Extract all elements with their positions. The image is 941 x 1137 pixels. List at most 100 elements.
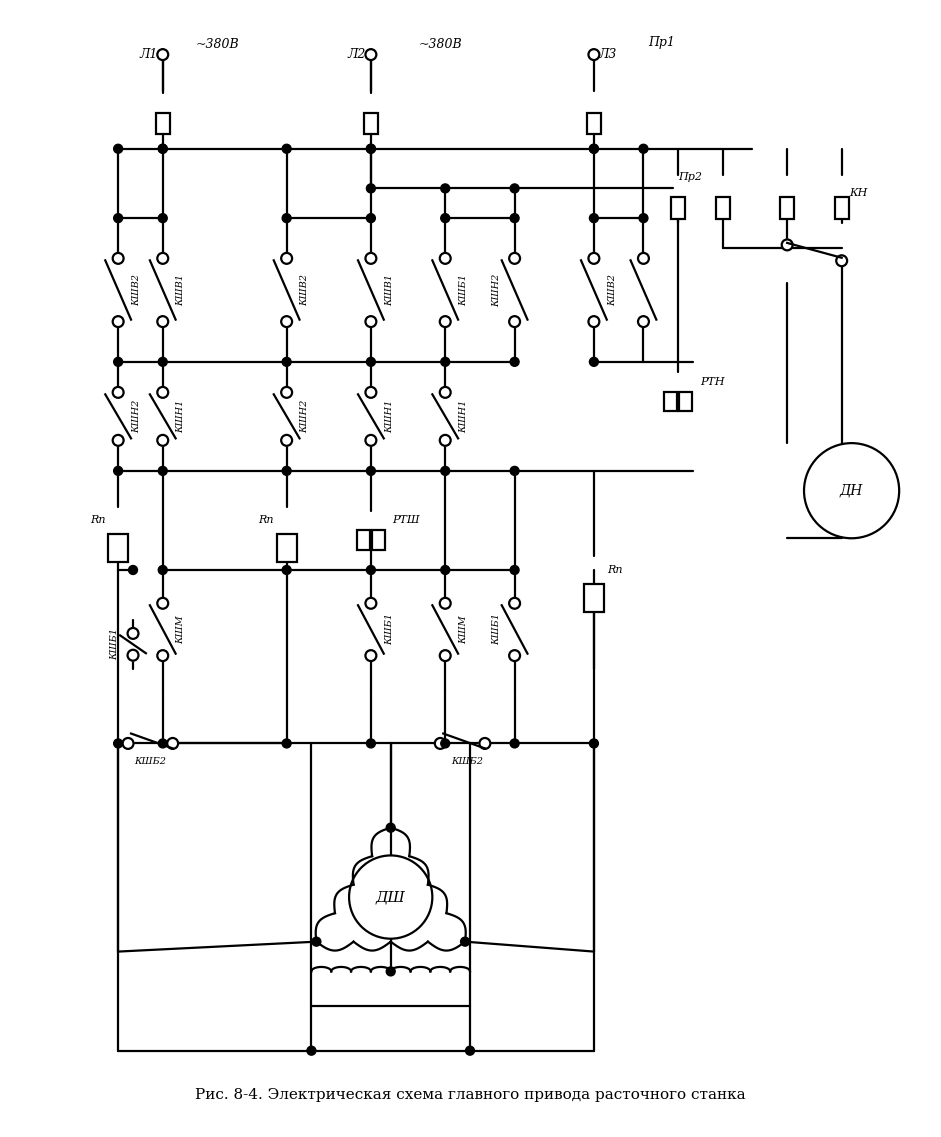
Text: Пр2: Пр2 <box>678 172 702 182</box>
Circle shape <box>114 739 122 748</box>
Circle shape <box>158 565 167 574</box>
Circle shape <box>439 598 451 608</box>
Circle shape <box>386 823 395 832</box>
Text: Л3: Л3 <box>598 48 617 61</box>
Circle shape <box>510 214 519 223</box>
Text: Рис. 8-4. Электрическая схема главного привода расточного станка: Рис. 8-4. Электрическая схема главного п… <box>195 1088 745 1102</box>
Circle shape <box>365 598 376 608</box>
Circle shape <box>435 738 446 749</box>
Text: КШВ1: КШВ1 <box>385 274 393 306</box>
Text: КШН2: КШН2 <box>300 400 310 433</box>
Text: КШБ1: КШБ1 <box>459 274 468 306</box>
Circle shape <box>282 565 291 574</box>
Circle shape <box>281 316 292 327</box>
Circle shape <box>509 252 520 264</box>
Circle shape <box>158 466 167 475</box>
Text: ДН: ДН <box>840 483 863 498</box>
Text: Пр1: Пр1 <box>648 36 676 49</box>
Text: КШБ1: КШБ1 <box>492 614 501 646</box>
Text: КШН2: КШН2 <box>492 273 501 307</box>
Text: КШБ1: КШБ1 <box>385 614 393 646</box>
Circle shape <box>365 252 376 264</box>
Circle shape <box>510 565 519 574</box>
Text: КШВ2: КШВ2 <box>300 274 310 306</box>
Circle shape <box>157 316 168 327</box>
Text: ~380В: ~380В <box>196 39 239 51</box>
Circle shape <box>282 466 291 475</box>
Circle shape <box>281 252 292 264</box>
Circle shape <box>782 240 792 250</box>
Circle shape <box>158 739 167 748</box>
Circle shape <box>365 387 376 398</box>
Circle shape <box>114 357 122 366</box>
Text: КШБ2: КШБ2 <box>451 757 483 766</box>
Circle shape <box>311 937 321 946</box>
Text: Rn: Rn <box>258 515 274 525</box>
Bar <box>587 113 601 134</box>
Circle shape <box>157 434 168 446</box>
Circle shape <box>440 565 450 574</box>
Circle shape <box>114 214 122 223</box>
Circle shape <box>366 739 375 748</box>
Bar <box>716 197 729 218</box>
Circle shape <box>365 49 376 60</box>
Circle shape <box>639 144 648 153</box>
Text: КШН1: КШН1 <box>459 400 468 433</box>
Text: Л1: Л1 <box>139 48 158 61</box>
Circle shape <box>588 49 599 60</box>
Circle shape <box>589 144 598 153</box>
Circle shape <box>837 256 847 266</box>
Circle shape <box>158 144 167 153</box>
Circle shape <box>157 49 168 60</box>
Circle shape <box>113 387 123 398</box>
Circle shape <box>440 739 450 748</box>
Bar <box>584 584 604 612</box>
Text: КШМ: КШМ <box>177 615 185 644</box>
Circle shape <box>638 252 649 264</box>
Circle shape <box>588 252 599 264</box>
Circle shape <box>589 357 598 366</box>
Text: Rn: Rn <box>89 515 105 525</box>
Circle shape <box>479 738 490 749</box>
Text: КШВ2: КШВ2 <box>608 274 616 306</box>
Text: КН: КН <box>850 189 868 198</box>
Circle shape <box>510 739 519 748</box>
Circle shape <box>167 738 178 749</box>
Circle shape <box>158 144 167 153</box>
Circle shape <box>439 650 451 661</box>
Circle shape <box>282 144 291 153</box>
Text: КШБ1: КШБ1 <box>110 629 120 661</box>
Bar <box>357 530 370 550</box>
Bar <box>679 391 692 412</box>
Circle shape <box>466 1046 474 1055</box>
Bar <box>835 197 849 218</box>
Text: КШБ2: КШБ2 <box>135 757 167 766</box>
Circle shape <box>158 357 167 366</box>
Circle shape <box>281 434 292 446</box>
Circle shape <box>282 739 291 748</box>
Circle shape <box>281 387 292 398</box>
Circle shape <box>122 738 134 749</box>
Text: КШВ2: КШВ2 <box>132 274 141 306</box>
Circle shape <box>349 855 432 939</box>
Circle shape <box>509 598 520 608</box>
Circle shape <box>128 628 138 639</box>
Text: КШВ1: КШВ1 <box>177 274 185 306</box>
Circle shape <box>113 434 123 446</box>
Circle shape <box>365 316 376 327</box>
Circle shape <box>638 316 649 327</box>
Circle shape <box>589 144 598 153</box>
Circle shape <box>157 598 168 608</box>
Circle shape <box>128 649 138 661</box>
Circle shape <box>366 184 375 193</box>
Circle shape <box>509 316 520 327</box>
Circle shape <box>510 184 519 193</box>
Circle shape <box>307 1046 316 1055</box>
Bar <box>364 113 378 134</box>
Circle shape <box>114 466 122 475</box>
Circle shape <box>440 184 450 193</box>
Circle shape <box>589 739 598 748</box>
Circle shape <box>157 252 168 264</box>
Bar <box>372 530 385 550</box>
Bar <box>664 391 678 412</box>
